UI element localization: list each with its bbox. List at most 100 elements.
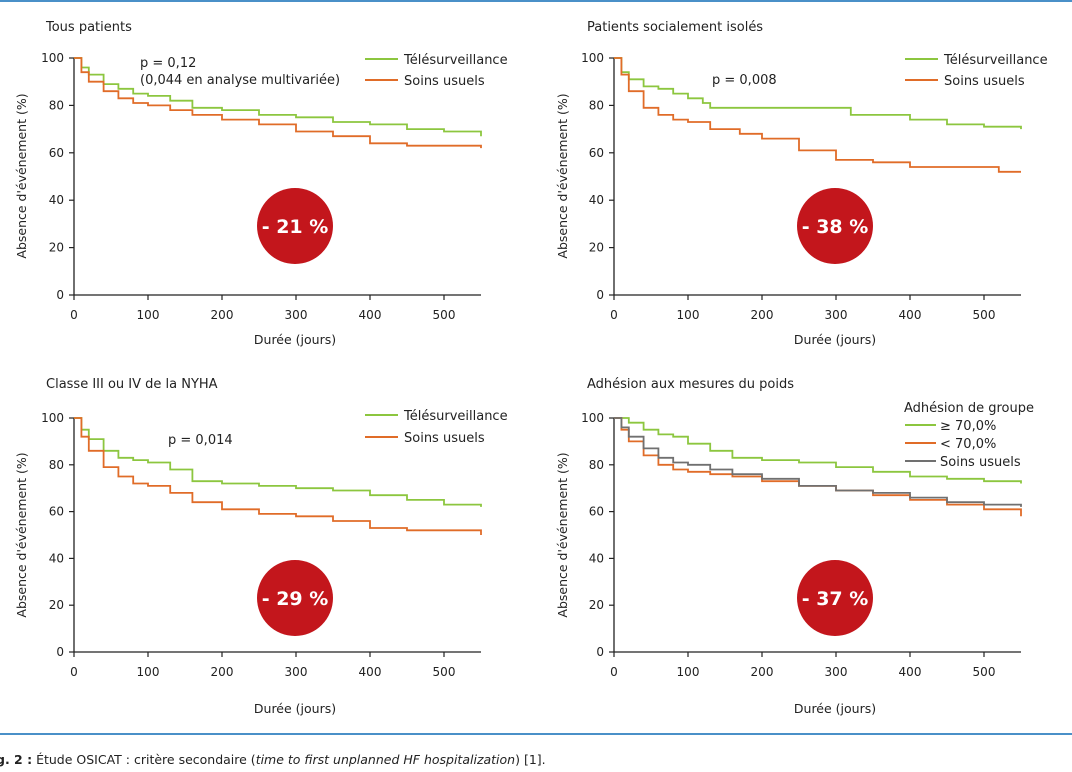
series-line-1 [74, 417, 482, 507]
legend-label: Télésurveillance [943, 53, 1048, 68]
reduction-badge-label: - 38 % [802, 216, 869, 238]
y-tick-label: 100 [41, 51, 64, 65]
x-tick-label: 0 [70, 665, 78, 679]
p-value-annotation: p = 0,12 [140, 56, 196, 71]
x-tick-label: 500 [433, 665, 456, 679]
legend-label: ≥ 70,0% [940, 419, 996, 434]
caption-text-end: ) [1]. [515, 752, 546, 767]
y-tick-label: 80 [589, 98, 604, 112]
y-tick-label: 20 [49, 598, 64, 612]
series-line-2 [614, 57, 1021, 173]
x-tick-label: 0 [70, 308, 78, 322]
x-tick-label: 100 [677, 308, 700, 322]
x-tick-label: 300 [285, 665, 308, 679]
caption-label: g. 2 : [0, 752, 33, 767]
x-axis-title: Durée (jours) [794, 332, 876, 347]
y-tick-label: 20 [589, 598, 604, 612]
chart-panel-4: Adhésion aux mesures du poids 0 20 40 60 80 10… [555, 377, 1034, 716]
x-tick-label: 400 [359, 665, 382, 679]
x-tick-label: 200 [751, 308, 774, 322]
reduction-badge-label: - 21 % [262, 216, 329, 238]
x-tick-label: 500 [973, 665, 996, 679]
figure-caption: g. 2 : Étude OSICAT : critère secondaire… [0, 752, 546, 767]
x-tick-label: 500 [973, 308, 996, 322]
reduction-badge-label: - 37 % [802, 588, 869, 610]
legend: Télésurveillance Soins usuels [365, 409, 508, 446]
x-tick-label: 100 [137, 308, 160, 322]
reduction-badge [257, 188, 333, 264]
y-tick-label: 0 [596, 288, 604, 302]
y-tick-label: 20 [49, 241, 64, 255]
y-tick-label: 40 [589, 551, 604, 565]
y-tick-label: 80 [49, 458, 64, 472]
caption-text-start: Étude OSICAT : critère secondaire ( [32, 752, 256, 767]
bottom-rule [0, 733, 1072, 735]
x-tick-label: 400 [899, 308, 922, 322]
y-tick-label: 60 [49, 505, 64, 519]
legend-label: Soins usuels [404, 74, 485, 89]
x-tick-label: 400 [359, 308, 382, 322]
y-tick-label: 40 [589, 193, 604, 207]
x-axis-title: Durée (jours) [254, 701, 336, 716]
legend-label: < 70,0% [940, 437, 996, 452]
x-axis-title: Durée (jours) [794, 701, 876, 716]
series-line-1 [614, 417, 1022, 484]
y-tick-label: 100 [41, 411, 64, 425]
legend-label: Télésurveillance [403, 53, 508, 68]
y-tick-label: 0 [56, 645, 64, 659]
y-tick-label: 0 [596, 645, 604, 659]
x-tick-label: 0 [610, 308, 618, 322]
x-tick-label: 200 [211, 308, 234, 322]
x-tick-label: 400 [899, 665, 922, 679]
y-axis-title: Absence d'événement (%) [14, 452, 29, 617]
series-line-2 [74, 417, 482, 535]
chart-title: Adhésion aux mesures du poids [587, 377, 794, 392]
chart-title: Tous patients [45, 20, 132, 35]
x-tick-label: 100 [677, 665, 700, 679]
chart-title: Classe III ou IV de la NYHA [46, 377, 218, 392]
legend-label: Soins usuels [404, 431, 485, 446]
y-tick-label: 100 [581, 411, 604, 425]
x-tick-label: 300 [825, 665, 848, 679]
chart-panel-3: Classe III ou IV de la NYHA 0 20 40 60 80 100 0… [14, 377, 508, 716]
reduction-badge [797, 188, 873, 264]
x-axis-title: Durée (jours) [254, 332, 336, 347]
reduction-badge [257, 560, 333, 636]
chart-title: Patients socialement isolés [587, 20, 763, 35]
x-tick-label: 300 [285, 308, 308, 322]
y-tick-label: 80 [49, 98, 64, 112]
x-tick-label: 100 [137, 665, 160, 679]
legend-title: Adhésion de groupe [904, 401, 1034, 416]
x-tick-label: 200 [211, 665, 234, 679]
x-tick-label: 300 [825, 308, 848, 322]
p-value-annotation: p = 0,008 [712, 73, 777, 88]
series-line-1 [74, 57, 482, 137]
legend: Adhésion de groupe ≥ 70,0% < 70,0% Soins us… [904, 401, 1034, 470]
chart-panel-1: Tous patients 0 20 40 60 80 100 0 100 200 300 400 50… [14, 20, 508, 347]
x-tick-label: 200 [751, 665, 774, 679]
top-rule [0, 0, 1072, 2]
reduction-badge-label: - 29 % [262, 588, 329, 610]
legend: Télésurveillance Soins usuels [905, 53, 1048, 89]
y-tick-label: 60 [49, 146, 64, 160]
series-line-1 [614, 57, 1022, 130]
reduction-badge [797, 560, 873, 636]
y-tick-label: 80 [589, 458, 604, 472]
x-tick-label: 0 [610, 665, 618, 679]
p-value-annotation: p = 0,014 [168, 433, 233, 448]
legend-label: Soins usuels [944, 74, 1025, 89]
y-tick-label: 40 [49, 193, 64, 207]
legend-label: Soins usuels [940, 455, 1021, 470]
y-tick-label: 40 [49, 551, 64, 565]
chart-panel-2: Patients socialement isolés 0 20 40 60 80 100 0… [555, 20, 1048, 347]
series-line-3 [614, 417, 1022, 507]
y-tick-label: 0 [56, 288, 64, 302]
y-axis-title: Absence d'événement (%) [14, 93, 29, 258]
caption-italic: time to first unplanned HF hospitalizati… [255, 752, 516, 767]
y-tick-label: 60 [589, 505, 604, 519]
y-axis-title: Absence d'événement (%) [555, 452, 570, 617]
y-tick-label: 20 [589, 241, 604, 255]
y-tick-label: 100 [581, 51, 604, 65]
y-tick-label: 60 [589, 146, 604, 160]
